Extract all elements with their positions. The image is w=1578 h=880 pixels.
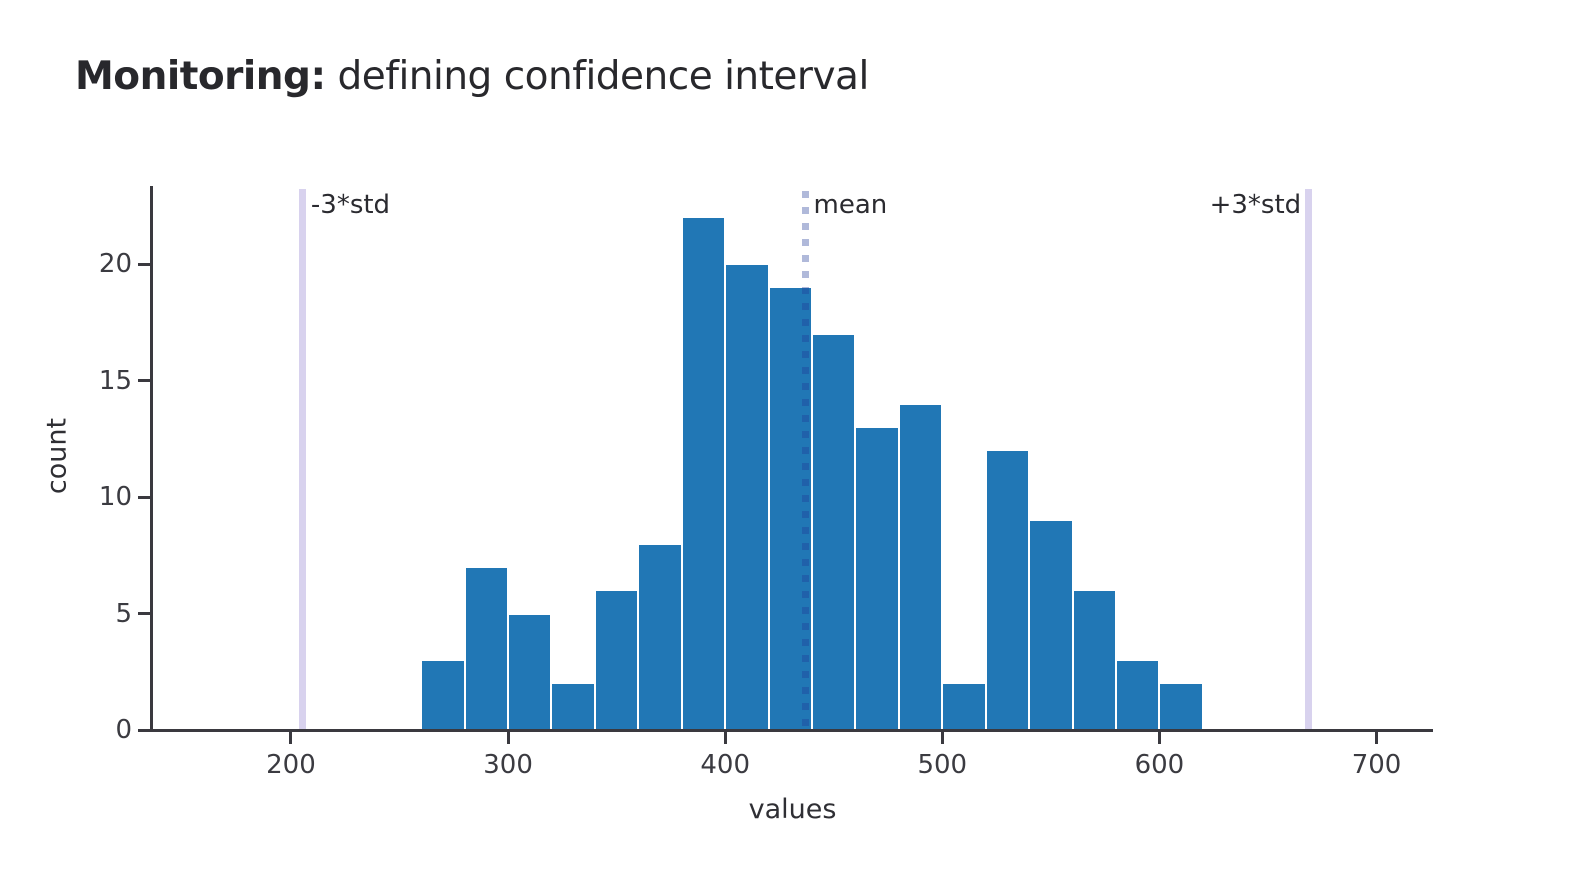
histogram-bar [985, 450, 1030, 730]
x-tick-label: 700 [1351, 750, 1402, 780]
annotation-label: +3*std [1209, 190, 1302, 220]
y-tick-mark [138, 728, 150, 732]
x-tick-label: 200 [266, 750, 316, 780]
histogram-bar [768, 287, 813, 730]
x-tick-label: 500 [917, 750, 968, 780]
annotation-label: mean [813, 190, 888, 220]
x-tick-label: 300 [483, 750, 533, 780]
x-tick-label: 400 [700, 750, 751, 780]
y-tick-label: 20 [98, 249, 132, 280]
histogram-bar [638, 543, 682, 730]
histogram-bar [508, 613, 552, 730]
histogram-bar [421, 660, 465, 730]
y-tick-label: 0 [115, 715, 132, 745]
x-axis-line [150, 729, 1433, 732]
histogram-bar [1116, 660, 1160, 730]
x-tick-mark [1157, 732, 1161, 744]
chart-title-rest: defining confidence interval [325, 54, 869, 99]
x-axis-title: values [748, 794, 837, 825]
x-tick-mark [940, 732, 944, 744]
std-band-line [1304, 189, 1312, 730]
histogram-bar [594, 590, 639, 730]
histogram-bar [1159, 683, 1203, 730]
y-axis-line [150, 186, 153, 732]
histogram-bar [1072, 590, 1116, 730]
chart-title-bold: Monitoring: [75, 54, 326, 99]
histogram-bar [1029, 520, 1073, 730]
y-tick-label: 5 [115, 598, 132, 629]
histogram-bar [681, 217, 726, 730]
y-axis-title: count [41, 417, 73, 495]
y-tick-label: 10 [98, 482, 132, 513]
mean-line [802, 191, 810, 730]
annotation-label: -3*std [310, 190, 391, 220]
x-tick-label: 600 [1134, 750, 1185, 780]
y-tick-mark [138, 262, 150, 266]
histogram-bar [855, 427, 899, 730]
y-tick-label: 15 [98, 365, 132, 396]
histogram-bar [812, 333, 856, 730]
chart-title: Monitoring: defining confidence interval [75, 54, 869, 99]
histogram-bar [725, 264, 769, 730]
x-tick-mark [506, 732, 510, 744]
histogram-bar [464, 566, 509, 730]
x-tick-mark [1375, 732, 1379, 744]
x-tick-mark [289, 732, 293, 744]
histogram-bar [898, 403, 943, 730]
histogram-bar [942, 683, 986, 730]
x-tick-mark [723, 732, 727, 744]
y-tick-mark [138, 495, 150, 499]
histogram-bar [551, 683, 595, 730]
y-tick-mark [138, 379, 150, 383]
y-tick-mark [138, 612, 150, 615]
std-band-line [299, 189, 307, 730]
